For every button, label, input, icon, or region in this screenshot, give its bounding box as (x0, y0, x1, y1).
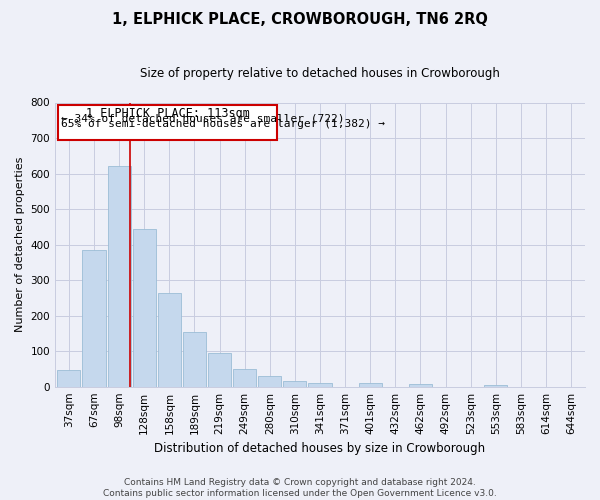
Text: Contains HM Land Registry data © Crown copyright and database right 2024.
Contai: Contains HM Land Registry data © Crown c… (103, 478, 497, 498)
Y-axis label: Number of detached properties: Number of detached properties (15, 157, 25, 332)
Bar (82, 250, 106, 386)
Bar (58, 106, 277, 140)
Text: 1 ELPHICK PLACE: 113sqm: 1 ELPHICK PLACE: 113sqm (86, 107, 250, 120)
Bar (58, 370, 80, 386)
Bar (409, 384, 432, 386)
Text: 1, ELPHICK PLACE, CROWBOROUGH, TN6 2RQ: 1, ELPHICK PLACE, CROWBOROUGH, TN6 2RQ (112, 12, 488, 28)
Bar (484, 385, 508, 386)
Text: 65% of semi-detached houses are larger (1,382) →: 65% of semi-detached houses are larger (… (61, 119, 385, 129)
Bar (258, 376, 281, 386)
Bar (283, 382, 307, 386)
Bar (233, 369, 256, 386)
Bar (208, 353, 231, 386)
X-axis label: Distribution of detached houses by size in Crowborough: Distribution of detached houses by size … (154, 442, 485, 455)
Bar (158, 292, 181, 386)
Bar (359, 383, 382, 386)
Bar (107, 166, 131, 386)
Title: Size of property relative to detached houses in Crowborough: Size of property relative to detached ho… (140, 68, 500, 80)
Bar (133, 230, 156, 386)
Bar (183, 332, 206, 386)
Text: ← 34% of detached houses are smaller (722): ← 34% of detached houses are smaller (72… (61, 113, 345, 123)
Bar (308, 383, 332, 386)
